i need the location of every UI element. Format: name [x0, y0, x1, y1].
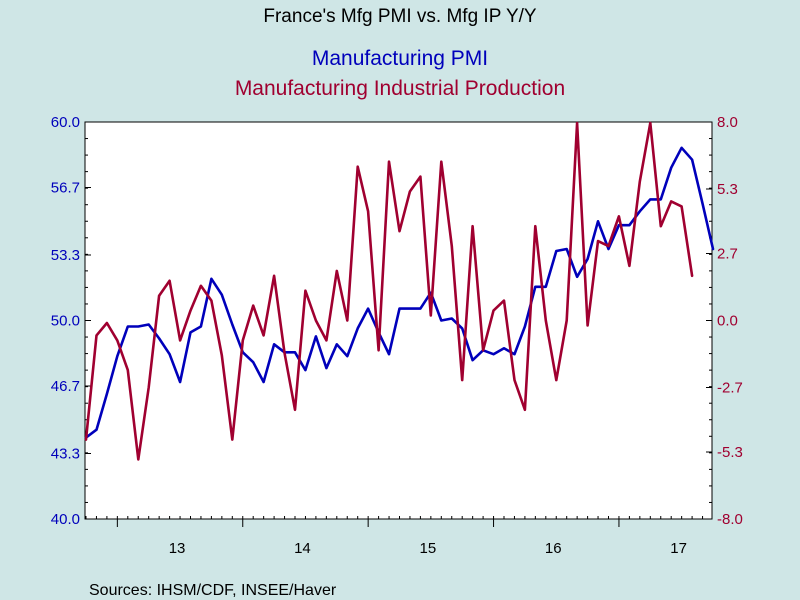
series-line-manufacturing-pmi — [84, 146, 715, 439]
right-axis-tick-label: -2.7 — [717, 379, 743, 396]
left-axis-tick-label: 46.7 — [51, 378, 80, 395]
chart-title: France's Mfg PMI vs. Mfg IP Y/Y — [263, 6, 537, 27]
plot-area — [84, 121, 713, 520]
axes: 60.0 56.7 53.3 50.0 46.7 43.3 40.0 8.0 5.3 2.7 0.0… — [51, 114, 743, 557]
left-axis-tick-label: 56.7 — [51, 180, 80, 197]
right-axis-tick-label: -5.3 — [717, 444, 743, 461]
right-axis-tick-label: 8.0 — [717, 114, 738, 131]
left-axis-tick-label: 60.0 — [51, 114, 80, 131]
series-layer — [84, 121, 715, 461]
right-axis-tick-label: 0.0 — [717, 313, 738, 330]
left-axis-tick-label: 53.3 — [51, 247, 80, 264]
right-axis-tick-label: -8.0 — [717, 511, 743, 528]
right-axis-tick-label: 2.7 — [717, 246, 738, 263]
left-axis-tick-label: 50.0 — [51, 313, 80, 330]
left-axis-tick-label: 43.3 — [51, 445, 80, 462]
source-note: Sources: IHSM/CDF, INSEE/Haver — [89, 582, 337, 599]
left-axis-tick-label: 40.0 — [51, 511, 80, 528]
series-line-manufacturing-industrial-production — [84, 121, 694, 461]
x-axis-tick-label: 15 — [420, 540, 437, 557]
x-axis-tick-label: 17 — [670, 540, 687, 557]
legend-entry-manufacturing-pmi: Manufacturing PMI — [312, 47, 488, 70]
legend-entry-manufacturing-industrial-production: Manufacturing Industrial Production — [235, 77, 565, 100]
x-axis-tick-label: 16 — [545, 540, 562, 557]
x-axis-tick-label: 14 — [294, 540, 311, 557]
right-axis-tick-label: 5.3 — [717, 181, 738, 198]
x-axis-tick-label: 13 — [169, 540, 186, 557]
